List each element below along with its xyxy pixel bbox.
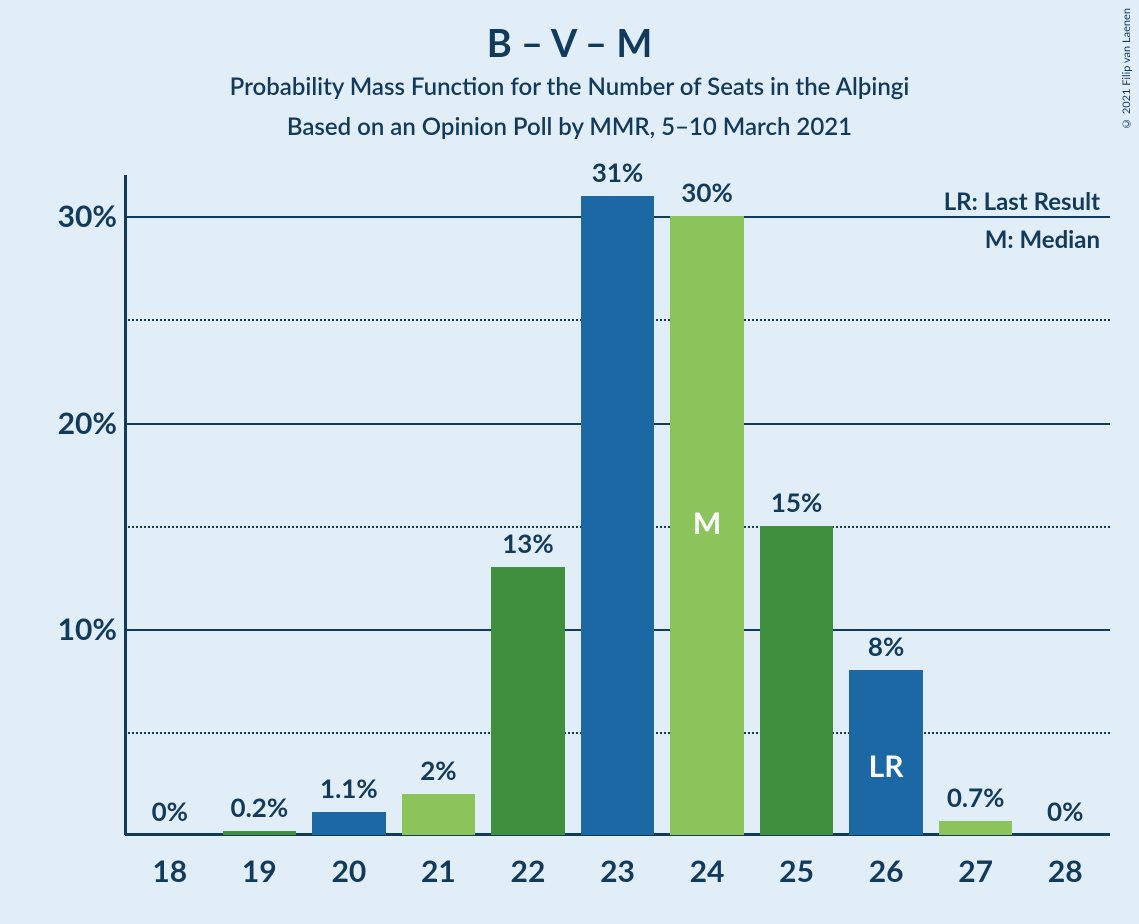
bar-inner-label: LR xyxy=(869,748,904,784)
bar-value-label: 0.7% xyxy=(947,781,1005,813)
bar xyxy=(760,526,833,835)
bar-value-label: 0% xyxy=(152,795,188,827)
chart-area: LR: Last Result M: Median 30%20%10%18192… xyxy=(125,175,1110,835)
y-axis-label: 10% xyxy=(7,611,117,647)
x-axis-label: 26 xyxy=(869,853,904,889)
x-axis-label: 28 xyxy=(1048,853,1083,889)
bar-inner-label: M xyxy=(693,505,721,541)
bar-value-label: 30% xyxy=(681,176,732,208)
bar-value-label: 0% xyxy=(1047,795,1083,827)
x-axis-label: 22 xyxy=(511,853,546,889)
bar-value-label: 8% xyxy=(868,630,904,662)
bar-value-label: 31% xyxy=(592,156,643,188)
bar xyxy=(223,831,296,835)
y-axis-label: 20% xyxy=(7,405,117,441)
y-axis-label: 30% xyxy=(7,198,117,234)
x-axis-label: 27 xyxy=(958,853,993,889)
legend-lr: LR: Last Result xyxy=(944,187,1100,216)
bar-value-label: 1.1% xyxy=(320,772,378,804)
x-axis-label: 23 xyxy=(600,853,635,889)
x-axis-label: 24 xyxy=(690,853,725,889)
copyright: © 2021 Filip van Laenen xyxy=(1120,8,1133,130)
bar xyxy=(402,794,475,835)
x-axis-label: 20 xyxy=(331,853,366,889)
bar-value-label: 2% xyxy=(420,754,456,786)
bar xyxy=(312,812,385,835)
chart-subtitle-2: Based on an Opinion Poll by MMR, 5–10 Ma… xyxy=(0,112,1139,141)
x-axis-label: 25 xyxy=(779,853,814,889)
bar xyxy=(581,196,654,835)
y-axis xyxy=(124,175,127,835)
bar xyxy=(491,567,564,835)
bar xyxy=(939,821,1012,835)
x-axis-label: 21 xyxy=(421,853,456,889)
bar-value-label: 15% xyxy=(771,486,822,518)
chart-subtitle-1: Probability Mass Function for the Number… xyxy=(0,72,1139,101)
chart-title: B – V – M xyxy=(0,20,1139,66)
legend-m: M: Median xyxy=(985,225,1100,254)
x-axis-label: 19 xyxy=(242,853,277,889)
bar-value-label: 0.2% xyxy=(230,791,288,823)
x-axis-label: 18 xyxy=(152,853,187,889)
bar-value-label: 13% xyxy=(502,527,553,559)
